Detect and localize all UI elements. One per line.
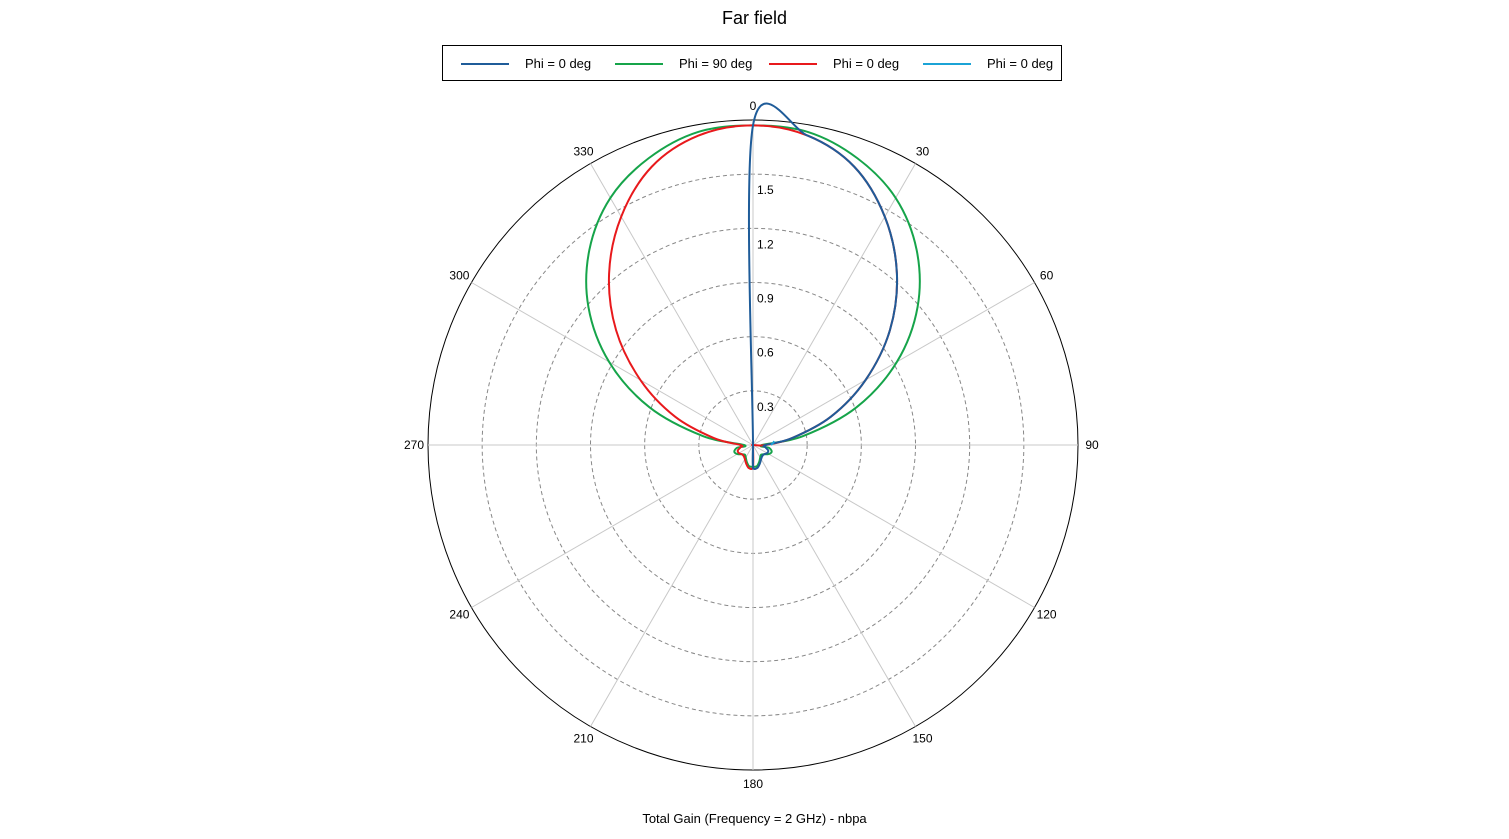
legend-item: Phi = 0 deg <box>751 46 906 80</box>
angular-grid-spoke <box>590 163 754 446</box>
legend-label: Phi = 0 deg <box>833 56 900 71</box>
legend-label: Phi = 0 deg <box>987 56 1054 71</box>
legend-item: Phi = 90 deg <box>597 46 752 80</box>
legend-label: Phi = 90 deg <box>679 56 753 71</box>
angle-tick-label: 300 <box>449 269 469 283</box>
angular-grid-spoke <box>752 282 1035 446</box>
angle-tick-label: 60 <box>1040 269 1054 283</box>
radial-tick-label: 1.2 <box>757 237 774 251</box>
angular-grid-spoke <box>590 444 754 727</box>
angle-tick-label: 90 <box>1085 438 1099 452</box>
angular-grid-spoke <box>752 444 1035 608</box>
series-line-3 <box>770 440 776 446</box>
radial-tick-label: 0.9 <box>757 292 774 306</box>
angle-tick-label: 210 <box>573 732 593 746</box>
legend-label: Phi = 0 deg <box>525 56 592 71</box>
radial-tick-label: 0.6 <box>757 346 774 360</box>
radial-tick-label: 1.5 <box>757 183 774 197</box>
x-axis-label: Total Gain (Frequency = 2 GHz) - nbpa <box>642 811 867 826</box>
chart-title: Far field <box>721 8 788 28</box>
radial-tick-label: 0.3 <box>757 400 774 414</box>
angle-tick-label: 270 <box>404 438 424 452</box>
legend-swatch <box>615 63 663 65</box>
legend-swatch <box>461 63 509 65</box>
angle-tick-label: 150 <box>912 732 932 746</box>
angle-tick-label: 0 <box>750 99 757 113</box>
legend-swatch <box>769 63 817 65</box>
legend-swatch <box>923 63 971 65</box>
angular-grid-spoke <box>752 163 916 446</box>
legend-item: Phi = 0 deg <box>443 46 598 80</box>
angle-tick-label: 120 <box>1037 608 1057 622</box>
legend-item: Phi = 0 deg <box>905 46 1060 80</box>
angle-tick-label: 330 <box>573 144 593 158</box>
angular-grid-spoke <box>471 444 754 608</box>
angle-tick-label: 180 <box>743 777 763 791</box>
angle-tick-label: 30 <box>916 144 930 158</box>
angular-grid-spoke <box>752 444 916 727</box>
chart-legend: Phi = 0 deg Phi = 90 deg Phi = 0 deg Phi = … <box>442 45 1062 81</box>
series-line-0 <box>747 102 899 471</box>
angular-grid-spoke <box>471 282 754 446</box>
angle-tick-label: 240 <box>449 608 469 622</box>
